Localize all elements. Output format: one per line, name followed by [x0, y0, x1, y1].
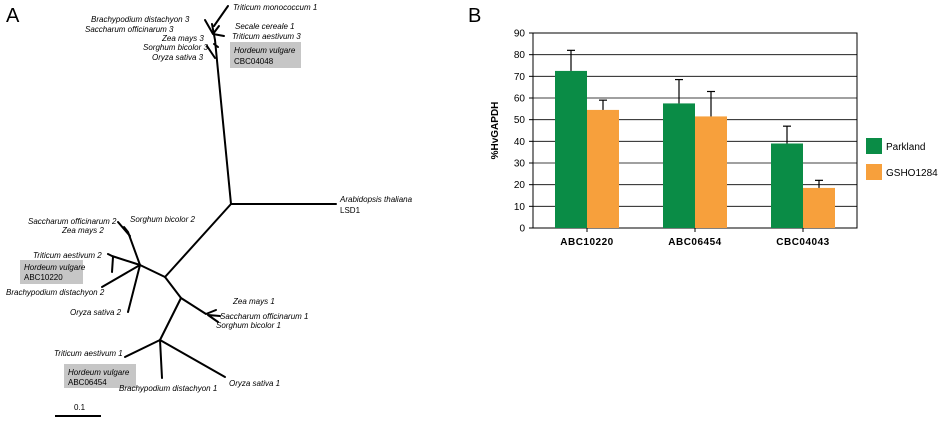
tree-branch [164, 276, 217, 315]
panel-a: A Triticum [6, 3, 413, 417]
scale-bar: 0.1 [55, 403, 101, 417]
y-tick-label: 30 [514, 159, 526, 170]
bar-chart: 0 10 20 30 40 50 60 70 80 90 %HvGAPDH ABC10220 ABC06… [490, 29, 938, 249]
leaf-label-hordeum-abc06454: Hordeum vulgare [68, 368, 130, 377]
scale-bar-label: 0.1 [74, 403, 86, 412]
leaf-label-sorghum-3: Sorghum bicolor 3 [143, 43, 208, 52]
bar-parkland-cbc04043 [771, 143, 803, 228]
leaf-label-sorghum-1: Sorghum bicolor 1 [216, 321, 281, 330]
x-tick-label: ABC06454 [668, 237, 721, 248]
bar-gsho1284-abc10220 [587, 109, 619, 228]
tree-branch [211, 23, 232, 205]
leaf-label-oryza-3: Oryza sativa 3 [152, 53, 204, 62]
tree-branch [213, 5, 229, 27]
tree-branch [159, 339, 163, 379]
leaf-label-saccharum-1: Saccharum officinarum 1 [220, 312, 308, 321]
tree-branch [117, 221, 131, 237]
tree-branch [127, 264, 141, 313]
tree-branch [101, 264, 141, 288]
leaf-label-arabidopsis: Arabidopsis thaliana [339, 195, 413, 204]
bar-gsho1284-abc06454 [695, 116, 727, 228]
leaf-label-zea-mays-2: Zea mays 2 [61, 226, 104, 235]
highlight-box-abc10220 [20, 260, 83, 284]
y-tick-label: 40 [514, 137, 526, 148]
legend-label-gsho1284: GSHO1284 [886, 168, 938, 179]
leaf-label-zea-mays-3: Zea mays 3 [161, 34, 204, 43]
tree-branch [207, 314, 221, 323]
y-tick-label: 60 [514, 94, 526, 105]
panel-a-letter: A [6, 5, 20, 27]
legend-swatch-parkland [866, 138, 882, 154]
tree-branch [213, 43, 219, 48]
panel-b-letter: B [468, 5, 481, 27]
bar-parkland-abc10220 [555, 70, 587, 229]
leaf-label-sorghum-2: Sorghum bicolor 2 [130, 215, 195, 224]
leaf-label-brachypodium-3: Brachypodium distachyon 3 [91, 15, 190, 24]
y-tick-label: 50 [514, 115, 526, 126]
panel-b: B 0 10 20 30 40 50 60 70 80 90 %HvGAPDH ABC10220 ABC… [468, 5, 938, 248]
x-tick-label: CBC04043 [776, 237, 829, 248]
y-tick-label: 20 [514, 180, 526, 191]
legend-label-parkland: Parkland [886, 142, 925, 153]
x-tick-label: ABC10220 [560, 237, 613, 248]
tree-branch [164, 203, 232, 278]
leaf-label-saccharum-3: Saccharum officinarum 3 [85, 25, 174, 34]
bar-parkland-abc06454 [663, 103, 695, 228]
tree-branch [159, 297, 182, 341]
tree-branch [111, 256, 114, 273]
legend-swatch-gsho1284 [866, 164, 882, 180]
phylogenetic-tree: Triticum monococcum 1 Brachypodium dista… [6, 3, 413, 393]
tree-branch [204, 19, 225, 37]
bar-gsho1284-cbc04043 [803, 187, 835, 228]
leaf-label-hordeum-cbc04048: Hordeum vulgare [234, 46, 296, 55]
gene-label-cbc04048: CBC04048 [234, 57, 274, 66]
y-tick-label: 0 [519, 224, 525, 235]
y-tick-label: 80 [514, 50, 526, 61]
gene-label-lsd1: LSD1 [340, 206, 361, 215]
highlight-box-abc06454 [64, 364, 136, 388]
leaf-label-triticum-monococcum-1: Triticum monococcum 1 [233, 3, 317, 12]
leaf-label-oryza-2: Oryza sativa 2 [70, 308, 122, 317]
leaf-label-hordeum-abc10220: Hordeum vulgare [24, 263, 86, 272]
leaf-label-zea-mays-1: Zea mays 1 [232, 297, 275, 306]
leaf-label-triticum-aestivum-1: Triticum aestivum 1 [54, 349, 123, 358]
y-tick-label: 10 [514, 202, 526, 213]
tree-branch [124, 339, 161, 358]
tree-branch [107, 253, 141, 266]
leaf-label-secale-cereale-1: Secale cereale 1 [235, 22, 295, 31]
tree-branch [123, 226, 166, 278]
tree-branch [206, 45, 216, 59]
leaf-label-triticum-aestivum-2: Triticum aestivum 2 [33, 251, 102, 260]
gene-label-abc06454: ABC06454 [68, 378, 107, 387]
y-axis-label: %HvGAPDH [490, 102, 501, 160]
y-tick-label: 70 [514, 72, 526, 83]
leaf-label-brachypodium-1: Brachypodium distachyon 1 [119, 384, 217, 393]
leaf-label-oryza-1: Oryza sativa 1 [229, 379, 280, 388]
leaf-label-brachypodium-2: Brachypodium distachyon 2 [6, 288, 105, 297]
y-tick-label: 90 [514, 29, 526, 40]
gene-label-abc10220: ABC10220 [24, 273, 63, 282]
leaf-label-triticum-aestivum-3: Triticum aestivum 3 [232, 32, 301, 41]
highlight-box-cbc04048 [230, 42, 301, 68]
tree-branch [159, 339, 226, 378]
leaf-label-saccharum-2: Saccharum officinarum 2 [28, 217, 117, 226]
